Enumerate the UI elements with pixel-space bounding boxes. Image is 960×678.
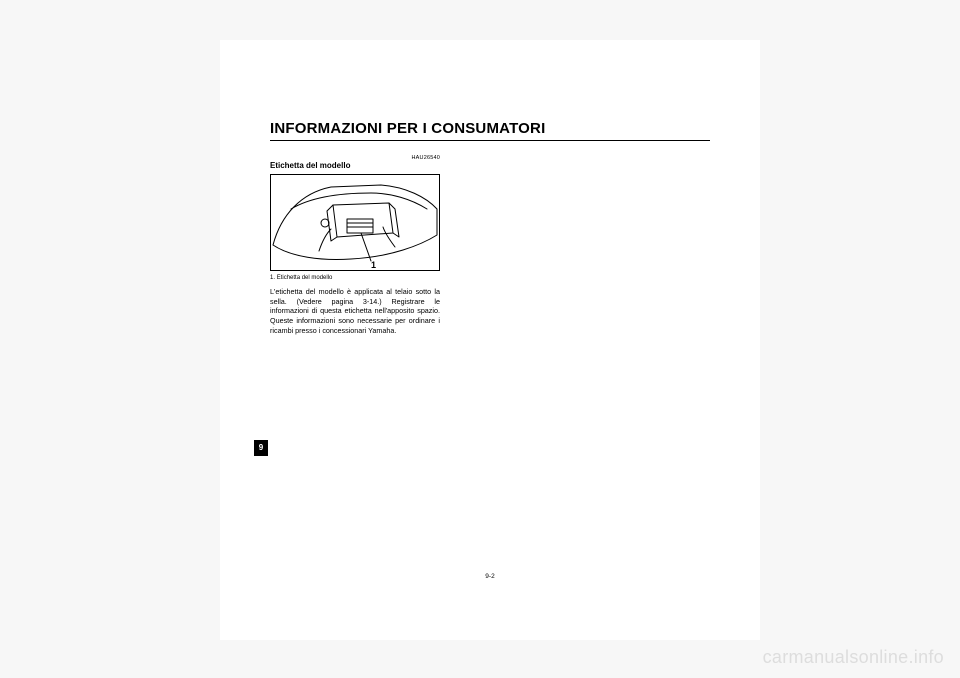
callout-number: 1 bbox=[371, 260, 376, 270]
chapter-tab: 9 bbox=[254, 440, 268, 456]
text-column: HAU26540 Etichetta del modello bbox=[270, 155, 440, 336]
watermark-text: carmanualsonline.info bbox=[763, 647, 944, 668]
content-area: INFORMAZIONI PER I CONSUMATORI HAU26540 … bbox=[270, 120, 710, 336]
body-paragraph: L'etichetta del modello è applicata al t… bbox=[270, 287, 440, 336]
page-title: INFORMAZIONI PER I CONSUMATORI bbox=[270, 120, 710, 137]
caption-prefix: 1. bbox=[270, 275, 275, 281]
header-rule bbox=[270, 140, 710, 141]
page-number: 9-2 bbox=[220, 573, 760, 580]
document-page: INFORMAZIONI PER I CONSUMATORI HAU26540 … bbox=[220, 40, 760, 640]
caption-text: Etichetta del modello bbox=[277, 275, 333, 281]
figure-caption: 1. Etichetta del modello bbox=[270, 275, 440, 281]
model-label-figure: 1 bbox=[270, 174, 440, 271]
section-subtitle: Etichetta del modello bbox=[270, 161, 440, 170]
frame-illustration: 1 bbox=[271, 175, 439, 270]
